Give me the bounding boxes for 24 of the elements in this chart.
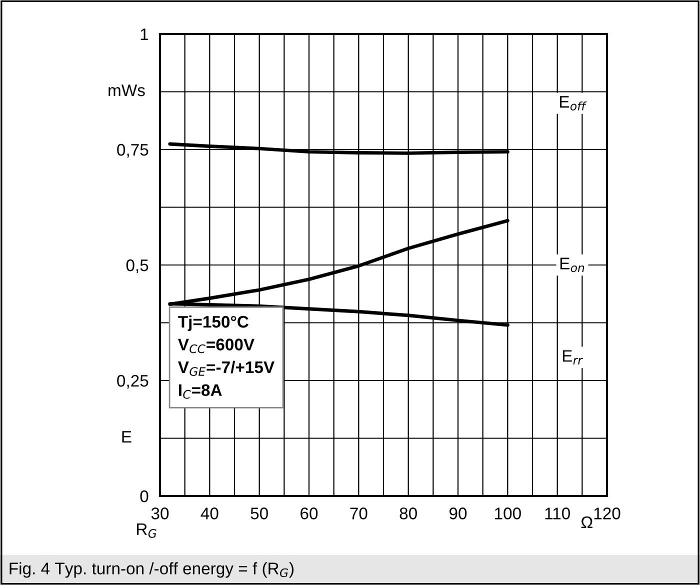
x-tick-label: 60 — [300, 508, 318, 520]
y-tick-label: 0 — [140, 490, 148, 502]
x-tick-label: 80 — [400, 508, 417, 520]
y-tick-label: 0,5 — [126, 259, 148, 274]
x-tick-label: 120 — [594, 508, 620, 520]
text: mWs — [108, 84, 145, 96]
x-tick-label: 110 — [545, 508, 570, 520]
text: E$_{on}$ — [560, 258, 584, 272]
text: Fig. 4 Typ. turn-on /-off energy = f (R$_{G}$) — [10, 562, 294, 578]
x-tick-label: 70 — [350, 508, 368, 520]
text: E$_{rr}$ — [562, 350, 584, 364]
x-tick-label: 40 — [200, 508, 218, 520]
x-axis-title: R$_{G}$ — [137, 523, 156, 538]
x-tick-label: 90 — [450, 508, 467, 520]
y-tick-label: 1 — [140, 28, 148, 40]
x-tick-label: 100 — [495, 508, 521, 520]
y-tick-label: 0,25 — [117, 374, 148, 389]
y-axis-title: E — [122, 431, 132, 443]
x-tick-label: 50 — [250, 508, 268, 520]
y-tick-label: 0,75 — [117, 144, 148, 158]
x-tick-label: 30 — [151, 508, 169, 520]
text: Tj=150°C V$_{CC}$=600V V$_{GE}$=-7/+15V I$_{C}$=8A — [178, 315, 274, 399]
text: E$_{off}$ — [560, 96, 587, 110]
text: Ω — [581, 516, 592, 528]
